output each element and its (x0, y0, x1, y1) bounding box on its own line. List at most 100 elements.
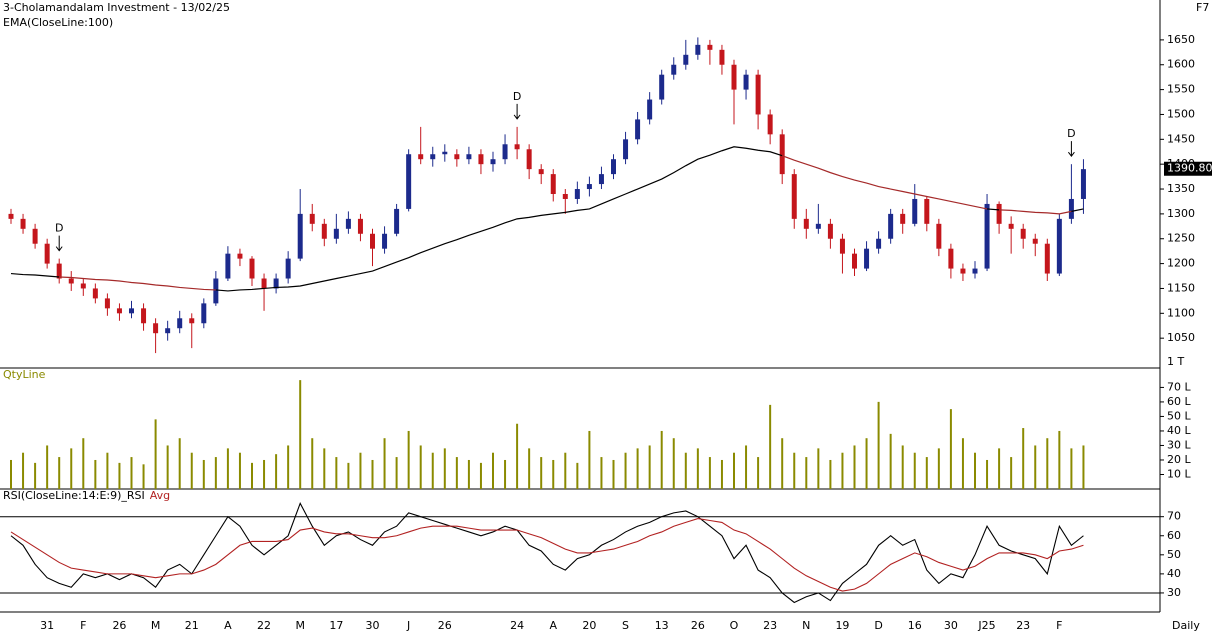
y-tick-label: 1050 (1167, 331, 1195, 344)
candle-body (285, 258, 291, 279)
candle-body (20, 218, 26, 229)
candle-body (707, 44, 713, 50)
candle-body (815, 223, 821, 229)
candle-body (237, 253, 243, 259)
candle-body (92, 288, 98, 299)
last-value-label: 1390.80 (1167, 162, 1212, 175)
hotkey: F7 (1196, 1, 1209, 14)
candle-body (635, 119, 641, 140)
rsi-line (10, 501, 1084, 604)
candle-body (394, 208, 400, 234)
y-tick-label: 1300 (1167, 207, 1195, 220)
last-value-box (1164, 161, 1212, 176)
annotation: D (55, 222, 63, 235)
candle-body (80, 283, 86, 289)
candle-body (767, 114, 773, 135)
x-tick-label: 19 (835, 619, 849, 632)
candle-body (888, 213, 894, 239)
x-tick-label: A (224, 619, 232, 632)
candle-body (924, 198, 930, 224)
candle-body (104, 298, 110, 309)
candle-body (984, 203, 990, 269)
candle-body (321, 223, 327, 239)
y-unit-label: 1 T (1167, 355, 1184, 368)
y-tick-label: 60 L (1167, 395, 1191, 408)
y-tick-label: 1550 (1167, 83, 1195, 96)
x-tick-label: S (622, 619, 629, 632)
y-tick-label: 30 L (1167, 438, 1191, 451)
candle-body (948, 248, 954, 269)
candle-body (129, 308, 134, 314)
annotation: D (513, 90, 521, 103)
y-tick-label: 1200 (1167, 257, 1195, 270)
x-tick-label: F (1056, 619, 1062, 632)
candle-body (550, 174, 556, 194)
candle-body (791, 174, 797, 219)
candle-body (1044, 243, 1050, 274)
candle-body (526, 149, 532, 170)
x-tick-label: M (295, 619, 305, 632)
candle-body (514, 144, 520, 150)
candle-body (972, 268, 978, 274)
x-tick-label: 31 (40, 619, 54, 632)
candle-body (900, 213, 906, 224)
candle-body (297, 213, 303, 259)
period: Daily (1172, 619, 1200, 632)
candle-body (165, 328, 171, 334)
annotation-arrow (513, 103, 521, 120)
chart-title: 3-Cholamandalam Investment - 13/02/25 (3, 1, 230, 14)
candle-body (466, 154, 472, 160)
x-tick-label: 30 (944, 619, 958, 632)
y-tick-label: 1350 (1167, 182, 1195, 195)
x-tick-label: 13 (655, 619, 669, 632)
x-tick-label: 26 (691, 619, 705, 632)
candle-body (864, 248, 870, 269)
x-tick-label: N (802, 619, 810, 632)
candle-body (44, 243, 50, 264)
y-tick-label: 1150 (1167, 281, 1195, 294)
y-tick-label: 70 (1167, 510, 1181, 523)
candle-body (912, 198, 918, 224)
y-tick-label: 50 L (1167, 409, 1191, 422)
x-tick-label: 26 (112, 619, 126, 632)
candle-body (357, 218, 363, 234)
candle-body (273, 278, 279, 289)
y-tick-label: 70 L (1167, 380, 1191, 393)
ema-line (215, 146, 783, 292)
candle-body (333, 228, 339, 239)
candle-body (719, 49, 725, 65)
candle-body (309, 213, 315, 224)
y-tick-label: 20 L (1167, 453, 1191, 466)
candle-body (586, 184, 592, 190)
y-tick-label: 1250 (1167, 232, 1195, 245)
candle-body (1080, 169, 1086, 199)
candle-body (743, 74, 749, 90)
y-tick-label: 10 L (1167, 467, 1191, 480)
y-tick-label: 1650 (1167, 33, 1195, 46)
ema-line (1071, 208, 1084, 212)
candle-body (647, 99, 653, 120)
candle-body (442, 151, 448, 155)
candle-body (695, 44, 701, 55)
candle-body (249, 258, 255, 279)
candle-body (382, 233, 388, 249)
candle-body (623, 139, 629, 160)
ema-line (987, 208, 1000, 211)
x-tick-label: J (406, 619, 410, 632)
x-tick-label: 20 (582, 619, 596, 632)
candle-body (671, 64, 677, 75)
candle-body (201, 303, 207, 324)
x-tick-label: 23 (763, 619, 777, 632)
candle-body (960, 268, 966, 274)
candle-body (755, 74, 761, 115)
candle-body (936, 223, 942, 249)
candle-body (454, 154, 460, 160)
candle-body (611, 159, 616, 175)
candle-body (478, 154, 484, 165)
candle-body (153, 323, 159, 334)
ema-line (999, 209, 1072, 215)
candle-body (683, 54, 689, 65)
candle-body (659, 74, 665, 100)
